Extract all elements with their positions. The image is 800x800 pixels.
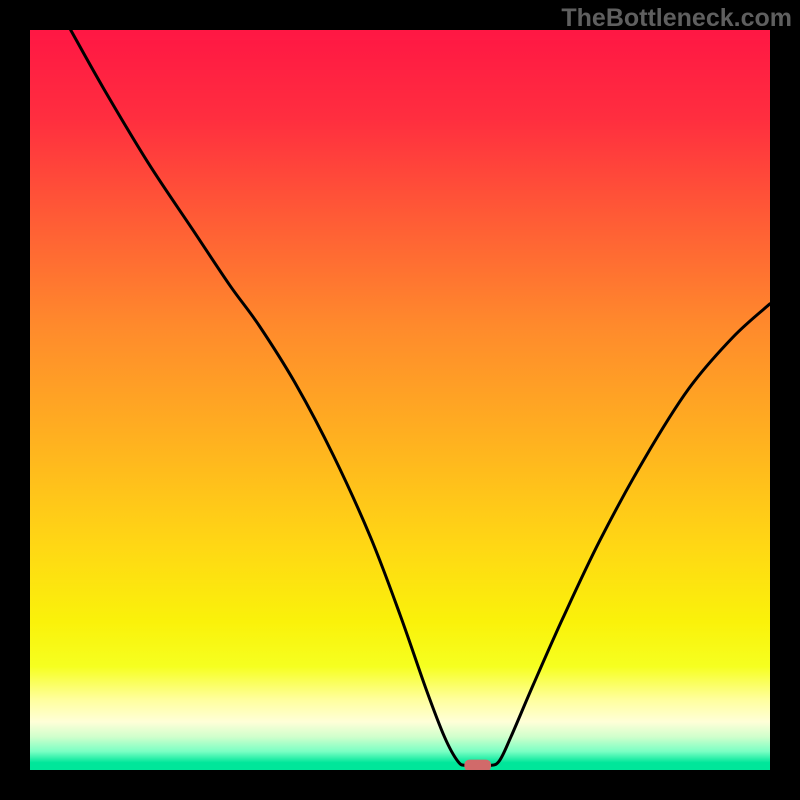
optimal-marker [464, 760, 491, 770]
chart-container: TheBottleneck.com [0, 0, 800, 800]
watermark-text: TheBottleneck.com [561, 4, 792, 33]
bottleneck-plot [30, 30, 770, 770]
plot-background [30, 30, 770, 770]
bottleneck-svg [30, 30, 770, 770]
